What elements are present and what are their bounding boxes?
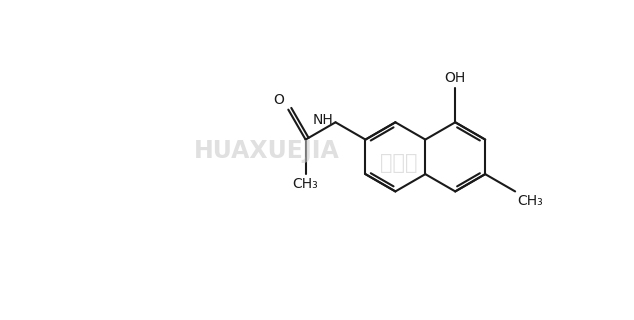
Text: 化学加: 化学加: [380, 153, 417, 173]
Text: OH: OH: [444, 71, 466, 85]
Text: CH₃: CH₃: [293, 177, 318, 191]
Text: NH: NH: [313, 113, 333, 127]
Text: CH₃: CH₃: [517, 194, 543, 208]
Text: HUAXUEJIA: HUAXUEJIA: [194, 139, 340, 163]
Text: O: O: [274, 93, 285, 107]
